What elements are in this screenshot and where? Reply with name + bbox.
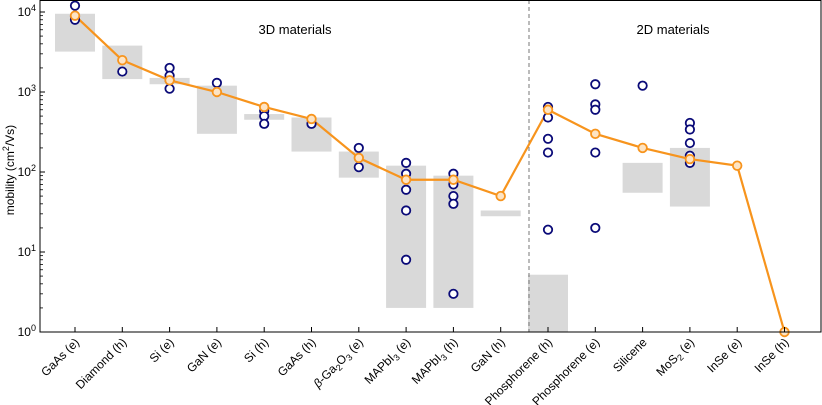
- plot-frame: [39, 0, 822, 333]
- y-tick-label: 102: [18, 163, 36, 179]
- y-axis: 100 101 102 103 104: [18, 3, 45, 339]
- range-bar: [528, 274, 568, 332]
- x-tick-label: GaAs (e): [38, 335, 82, 379]
- x-tick-label: Si (e): [147, 335, 177, 365]
- computed-point: [542, 104, 554, 115]
- x-tick-label: β-Ga2O3 (e): [310, 335, 367, 392]
- measured-point: [684, 124, 696, 135]
- computed-point: [353, 152, 365, 164]
- measured-point: [448, 198, 459, 209]
- measured-point: [590, 79, 601, 90]
- x-tick-label: MAPbI3 (h): [409, 335, 462, 388]
- x-tick-label: Silicene: [610, 335, 650, 375]
- computed-point: [117, 54, 128, 66]
- measured-point: [590, 147, 601, 158]
- region-label-3d: 3D materials: [259, 22, 332, 37]
- measured-point: [542, 224, 554, 235]
- measured-point: [542, 133, 554, 144]
- y-tick-label: 100: [18, 323, 36, 339]
- measured-point: [164, 83, 175, 94]
- measured-point: [353, 162, 364, 173]
- region-label-2d: 2D materials: [637, 22, 710, 37]
- measured-point: [637, 80, 648, 91]
- x-tick-label: Diamond (h): [73, 335, 130, 392]
- x-tick-label: MoS2 (e): [653, 335, 698, 380]
- measured-point: [542, 147, 554, 158]
- measured-point: [590, 104, 601, 115]
- measured-point: [69, 0, 81, 11]
- computed-point: [684, 153, 696, 165]
- computed-series-line: [74, 14, 786, 333]
- computed-point: [495, 190, 506, 202]
- range-bar: [480, 210, 521, 217]
- measured-point: [448, 288, 459, 299]
- x-tick-label: GaN (e): [184, 335, 224, 375]
- computed-point: [306, 113, 317, 125]
- x-tick-label: InSe (h): [752, 335, 792, 375]
- measured-point: [590, 222, 601, 234]
- computed-point: [448, 174, 459, 185]
- computed-point: [590, 128, 601, 140]
- measured-point: [117, 66, 128, 77]
- range-bar: [622, 162, 663, 193]
- measured-point: [259, 118, 270, 129]
- y-tick-label: 104: [18, 3, 36, 19]
- x-tick-label: MAPbI3 (e): [362, 335, 415, 388]
- measured-point: [400, 157, 412, 168]
- measured-point: [400, 205, 412, 216]
- measured-point: [400, 254, 412, 265]
- y-tick-label: 101: [18, 243, 36, 259]
- y-axis-label: mobility (cm2/Vs): [1, 125, 17, 215]
- computed-point: [400, 174, 412, 185]
- measured-point: [400, 184, 412, 195]
- computed-point: [164, 75, 175, 86]
- computed-point: [637, 142, 648, 154]
- measured-points: [69, 0, 696, 299]
- x-tick-label: GaAs (h): [275, 335, 319, 379]
- computed-points: [69, 10, 790, 338]
- computed-point: [259, 101, 270, 113]
- measured-point: [211, 77, 222, 88]
- measured-point: [353, 142, 364, 154]
- x-axis: GaAs (e)Diamond (h) Si (e) GaN (e) Si (h) Ga…: [38, 327, 792, 405]
- measured-point: [684, 137, 696, 149]
- x-tick-label: GaN (h): [468, 335, 508, 375]
- computed-point: [69, 10, 81, 21]
- computed-point: [211, 86, 223, 98]
- y-tick-label: 103: [18, 83, 36, 99]
- range-bars: [55, 13, 710, 332]
- computed-point: [732, 160, 743, 171]
- x-tick-label: Si (h): [241, 335, 271, 365]
- computed-line: [74, 14, 786, 333]
- x-tick-label: InSe (e): [704, 335, 744, 375]
